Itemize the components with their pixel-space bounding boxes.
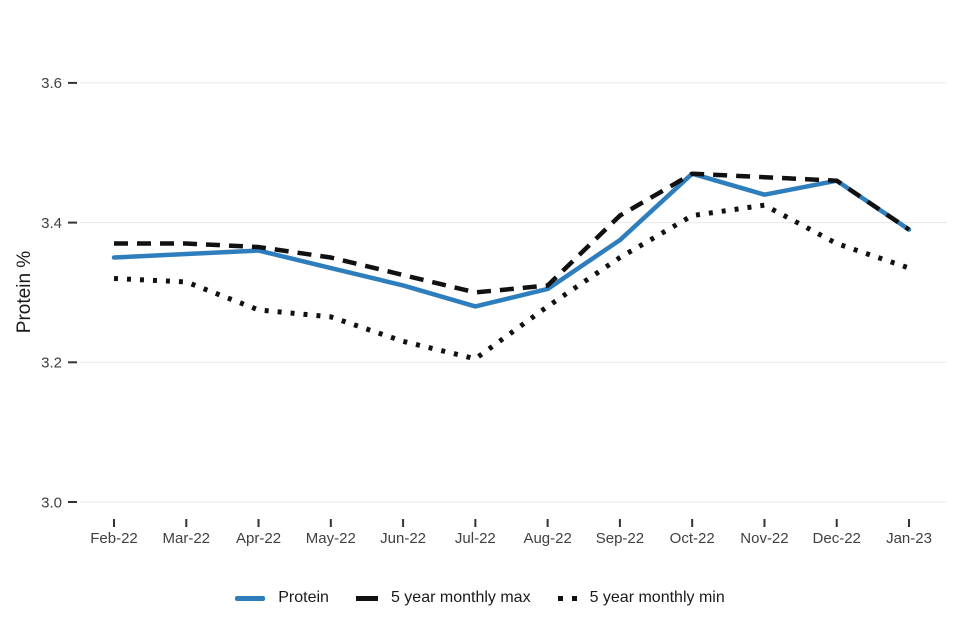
x-tick-label: Aug-22 [523, 530, 571, 547]
chart-legend: Protein 5 year monthly max 5 year monthl… [0, 589, 960, 607]
x-tick-label: Jun-22 [380, 530, 426, 547]
legend-item-max: 5 year monthly max [355, 589, 531, 607]
x-tick-label: Nov-22 [740, 530, 788, 547]
legend-label-protein: Protein [278, 589, 329, 606]
x-tick-label: Mar-22 [163, 530, 211, 547]
x-tick-label: Feb-22 [90, 530, 138, 547]
series-solid-line [111, 171, 912, 309]
min-dots-swatch [557, 595, 577, 601]
max-dash-swatch [355, 595, 378, 601]
y-tick-label: 3.6 [41, 75, 62, 92]
y-axis-title: Protein % [14, 250, 35, 334]
legend-label-max: 5 year monthly max [390, 589, 531, 606]
x-tick-label: Jul-22 [455, 530, 496, 547]
x-tick-label: Sep-22 [596, 530, 644, 547]
min-dot-swatch [571, 595, 577, 601]
series-dashed-line [114, 171, 911, 295]
x-tick-label: May-22 [306, 530, 356, 547]
y-tick-label: 3.0 [41, 494, 62, 511]
legend-item-min: 5 year monthly min [557, 589, 725, 607]
legend-item-protein: Protein [235, 589, 329, 607]
x-tick-label: Oct-22 [670, 530, 715, 547]
x-tick-label: Dec-22 [813, 530, 861, 547]
x-tick-label: Jan-23 [886, 530, 932, 547]
protein-line-swatch [235, 595, 266, 601]
min-dot-swatch [557, 595, 563, 601]
legend-label-min: 5 year monthly min [589, 589, 725, 606]
series-dotted-line [113, 202, 910, 362]
y-tick-label: 3.2 [41, 355, 62, 372]
y-tick-label: 3.4 [41, 215, 62, 232]
x-tick-label: Apr-22 [236, 530, 281, 547]
